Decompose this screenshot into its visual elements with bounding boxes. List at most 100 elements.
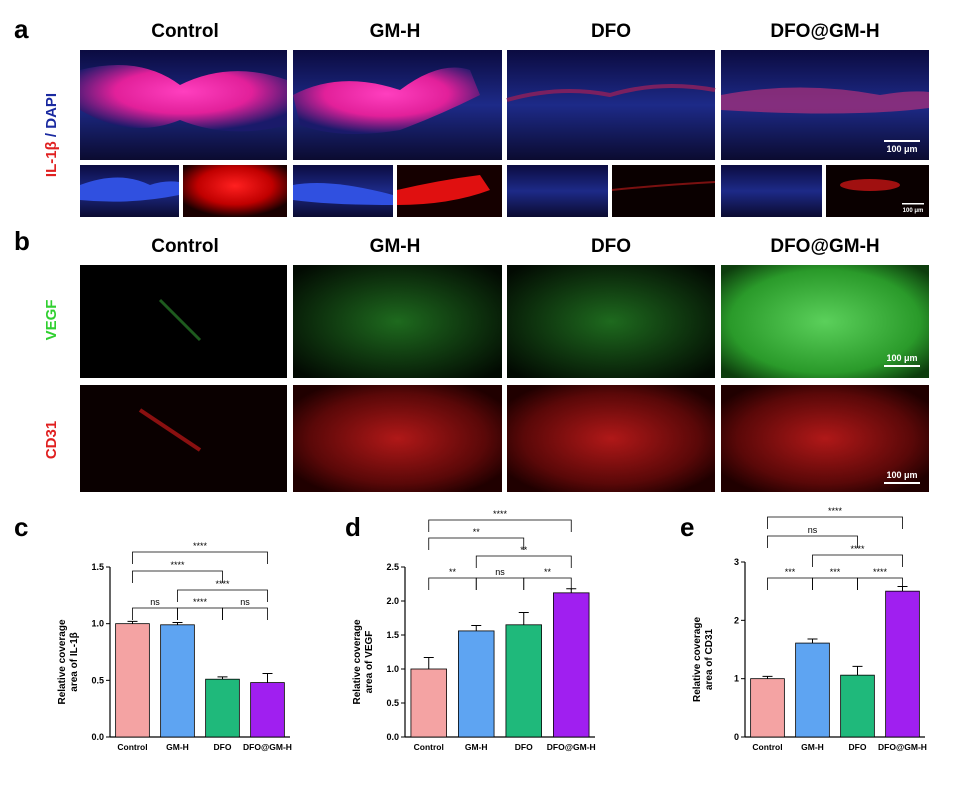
panel-letter: e [680,512,694,542]
bar [505,624,542,738]
significance-label: **** [170,560,185,570]
column-title: Control [151,236,219,257]
column-title: DFO [591,21,631,42]
column-title: GM-H [370,21,421,42]
y-tick-label: 1.5 [386,630,399,640]
bar [750,678,785,738]
error-bar [518,612,529,625]
y-tick-label: 0.0 [91,732,104,742]
error-bar [217,676,228,680]
micrograph [507,165,608,217]
separator: / [43,129,60,142]
significance-bracket [475,577,525,590]
y-axis-label-line: Relative coverage [692,617,703,702]
significance-label: **** [873,567,888,577]
micrograph [293,385,502,492]
error-bar [262,673,273,683]
significance-bracket [177,589,268,602]
scale-bar [884,140,920,142]
significance-label: ** [473,527,481,537]
micrograph-signal [293,67,480,134]
row-label: CD31 [43,421,60,459]
significance-label: ns [150,597,160,607]
panel-letter: b [14,226,30,256]
bar [205,678,240,738]
bar [458,630,495,738]
y-tick-label: 2 [734,615,739,625]
scale-label: 100 μm [903,208,924,214]
significance-label: **** [193,541,208,551]
significance-label: **** [193,597,208,607]
x-tick-label: DFO@GM-H [243,742,292,752]
bar [250,682,285,738]
y-tick-label: 2.0 [386,596,399,606]
y-tick-label: 1 [734,674,739,684]
micrograph [507,50,715,160]
y-axis-label-line: Relative coverage [352,619,363,704]
significance-bracket [177,607,223,620]
significance-bracket [428,537,525,550]
bar [795,642,830,738]
significance-label: **** [493,509,508,519]
scale-bar [884,365,920,367]
significance-bracket [132,551,268,564]
significance-label: ns [808,525,818,535]
scale-label: 100 μm [886,470,917,480]
column-title: GM-H [370,236,421,257]
y-tick-label: 1.5 [91,562,104,572]
micrograph [826,165,929,217]
significance-bracket [222,607,268,620]
micrograph-signal [506,84,716,102]
significance-bracket [812,577,858,590]
significance-label: ** [520,545,528,555]
panel-letter: a [14,14,29,44]
y-tick-label: 3 [734,557,739,567]
micrograph-signal [293,182,393,205]
error-bar [852,665,863,676]
significance-label: *** [830,567,841,577]
significance-label: ** [449,567,457,577]
x-tick-label: DFO [214,742,232,752]
micrograph-signal [80,65,287,132]
y-tick-label: 1.0 [91,619,104,629]
x-tick-label: GM-H [801,742,824,752]
significance-bracket [132,570,223,583]
scale-bar [884,482,920,484]
x-tick-label: Control [414,742,444,752]
y-axis-label-line: Relative coverage [57,619,68,704]
y-tick-label: 0 [734,732,739,742]
bar [115,623,150,738]
micrograph-signal [721,87,929,114]
y-tick-label: 2.5 [386,562,399,572]
x-tick-label: Control [117,742,147,752]
significance-label: **** [850,544,865,554]
micrograph-signal [840,179,900,191]
micrograph-signal [138,408,202,452]
micrograph-signal [611,181,716,191]
y-axis-label-line: area of IL-1β [69,632,80,691]
panel-letter: d [345,512,361,542]
error-bar [127,620,138,624]
panel-b: b Control GM-H DFO DFO@GM-H VEGF CD31 10… [14,226,929,492]
row-label: VEGF [43,300,60,341]
error-bar [471,624,482,631]
error-bar [762,675,773,679]
significance-label: ns [495,567,505,577]
bar [885,590,920,738]
significance-bracket [428,519,572,532]
error-bar [423,656,434,669]
scale-label: 100 μm [886,353,917,363]
micrograph-signal [397,175,490,205]
stain: IL-1β [43,141,60,177]
stain-label: IL-1β / DAPI [43,93,60,177]
y-tick-label: 0.5 [386,698,399,708]
y-axis-label: Relative coveragearea of IL-1β [57,619,80,704]
x-tick-label: DFO@GM-H [547,742,596,752]
column-title: DFO@GM-H [770,236,879,257]
x-tick-label: DFO@GM-H [878,742,927,752]
bar [160,624,195,738]
x-tick-label: DFO [515,742,533,752]
bar [553,592,590,738]
